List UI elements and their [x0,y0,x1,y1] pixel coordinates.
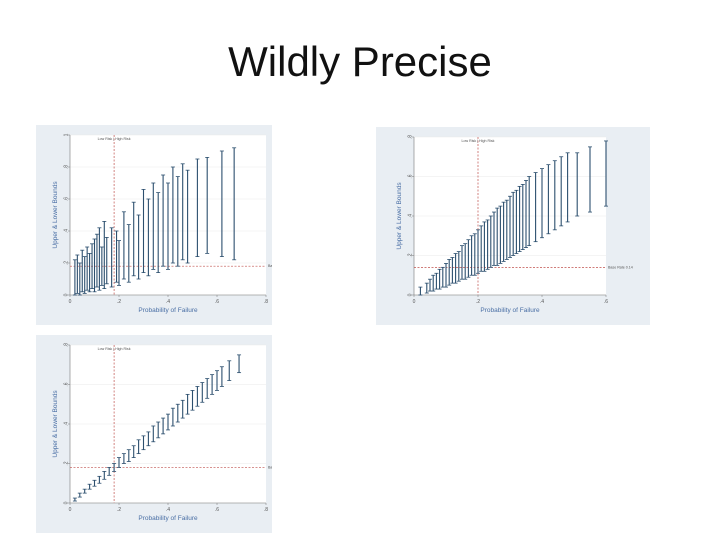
chart-panel-2: 0 .2 .4 .6 0 .2 .4 .6 .8 Probability of Failure Up… [376,127,650,325]
y-tick-label: 0 [408,293,414,296]
y-axis-title: Upper & Lower Bounds [396,182,403,250]
x-tick-label: .6 [604,299,608,305]
y-tick-label: .2 [64,261,70,265]
risk-legend-label: Low Risk | High Risk [98,137,131,141]
x-tick-label: 0 [413,299,416,305]
risk-legend-label: Low Risk | High Risk [462,139,495,143]
chart-panel-3: 0 .2 .4 .6 .8 0 .2 .4 .6 .8 Probability of Failure… [36,335,272,533]
slide-title: Wildly Precise [228,38,492,85]
x-tick-label: .4 [166,507,170,513]
y-axis-title: Upper & Lower Bounds [52,390,59,458]
x-tick-label: .8 [264,507,268,513]
x-tick-label: 0 [69,507,72,513]
base-rate-label: Base Rate .18 [268,264,272,268]
base-rate-label: Base Rate .18 [268,465,272,469]
interval-chart-1: 0 .2 .4 .6 .8 0 .2 .4 .6 .8 1 Probability of Failur… [52,133,272,314]
y-axis-title: Upper & Lower Bounds [52,181,59,249]
y-tick-label: .4 [408,214,414,218]
x-tick-label: 0 [69,299,72,305]
y-tick-label: .8 [64,165,70,169]
y-tick-label: .4 [64,229,70,233]
x-tick-label: .2 [476,299,480,305]
y-tick-label: .8 [64,343,70,347]
y-tick-label: .6 [408,174,414,178]
y-tick-label: .6 [64,197,70,201]
x-tick-label: .4 [540,299,544,305]
x-tick-label: .6 [215,299,219,305]
y-tick-label: 0 [64,501,70,504]
y-tick-label: .2 [408,253,414,257]
x-axis-title: Probability of Failure [138,515,198,522]
x-tick-label: .2 [117,299,121,305]
y-tick-label: 1 [64,133,70,136]
x-tick-label: .6 [215,507,219,513]
interval-chart-3: 0 .2 .4 .6 .8 0 .2 .4 .6 .8 Probability of Failure… [52,343,272,522]
y-tick-label: 0 [64,293,70,296]
base-rate-label: Base Rate 0.14 [608,265,633,269]
y-tick-label: .8 [408,135,414,139]
x-axis-title: Probability of Failure [480,307,540,314]
y-tick-label: .2 [64,461,70,465]
x-axis-title: Probability of Failure [138,307,198,314]
x-tick-label: .8 [264,299,268,305]
interval-chart-2: 0 .2 .4 .6 0 .2 .4 .6 .8 Probability of Failure Up… [396,135,633,314]
risk-legend-label: Low Risk | High Risk [98,347,131,351]
x-tick-label: .2 [117,507,121,513]
chart-panel-1: 0 .2 .4 .6 .8 0 .2 .4 .6 .8 1 Probability of Failur… [36,125,272,325]
x-tick-label: .4 [166,299,170,305]
y-tick-label: .6 [64,382,70,386]
y-tick-label: .4 [64,422,70,426]
